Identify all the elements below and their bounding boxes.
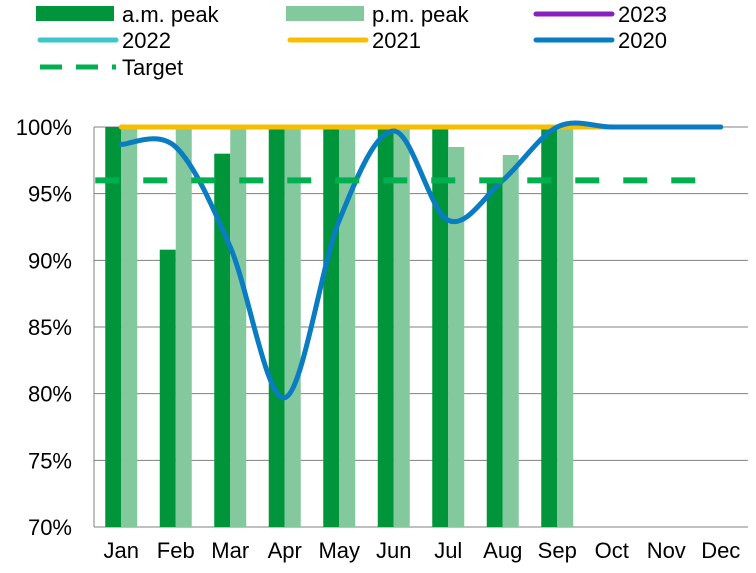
bar-pm [230, 127, 247, 527]
legend-label: Target [122, 55, 183, 80]
bar-am [323, 127, 340, 527]
y-tick-label: 75% [28, 448, 72, 473]
x-tick-label: Oct [595, 538, 629, 563]
x-tick-label: Feb [157, 538, 195, 563]
bar-pm [284, 127, 301, 527]
x-tick-label: Jan [104, 538, 139, 563]
y-tick-label: 70% [28, 515, 72, 540]
x-tick-label: Jun [376, 538, 411, 563]
legend-swatch [286, 6, 364, 21]
x-tick-label: Jul [434, 538, 462, 563]
legend-swatch [36, 6, 114, 21]
x-tick-label: Dec [701, 538, 740, 563]
bar-pm [339, 127, 356, 527]
legend-label: a.m. peak [122, 2, 220, 27]
x-tick-label: Sep [538, 538, 577, 563]
bar-pm [448, 147, 465, 527]
y-tick-label: 100% [16, 115, 72, 140]
y-tick-label: 80% [28, 382, 72, 407]
y-tick-label: 90% [28, 248, 72, 273]
bar-am [105, 127, 122, 527]
bar-am [214, 153, 231, 527]
bar-am [486, 183, 503, 527]
x-tick-label: Apr [268, 538, 302, 563]
bar-am [268, 127, 285, 527]
x-tick-label: Mar [211, 538, 249, 563]
bar-pm [393, 127, 410, 527]
legend-label: 2020 [618, 28, 667, 53]
bar-pm [175, 127, 192, 527]
bar-pm [557, 127, 574, 527]
bar-pm [502, 155, 519, 527]
bar-pm [121, 127, 138, 527]
y-tick-label: 95% [28, 182, 72, 207]
y-tick-label: 85% [28, 315, 72, 340]
legend-label: 2023 [618, 2, 667, 27]
legend-label: p.m. peak [372, 2, 470, 27]
line-2020 [118, 120, 724, 401]
x-tick-label: Aug [483, 538, 522, 563]
legend-label: 2021 [372, 28, 421, 53]
x-tick-label: May [318, 538, 360, 563]
bar-am [432, 127, 449, 527]
bar-am [377, 127, 394, 527]
bar-am [159, 249, 176, 527]
legend-label: 2022 [122, 28, 171, 53]
bar-am [541, 127, 558, 527]
x-tick-label: Nov [647, 538, 686, 563]
